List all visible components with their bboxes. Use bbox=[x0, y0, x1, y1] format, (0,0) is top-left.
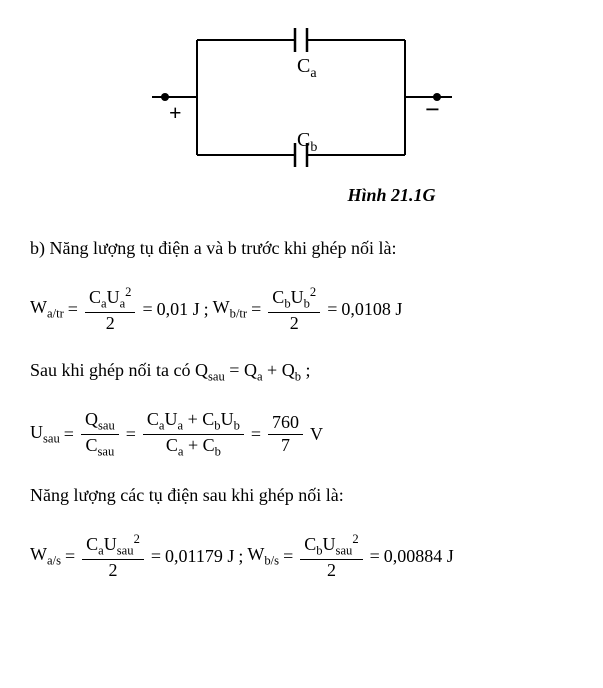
w-a-s: Wa/s bbox=[30, 544, 61, 569]
val-wb-tr: 0,0108 J bbox=[341, 299, 402, 320]
val-wa-s: 0,01179 J bbox=[165, 546, 234, 567]
frac-760-7: 760 7 bbox=[268, 412, 303, 456]
plus-terminal: + bbox=[169, 100, 182, 125]
w-b-s: Wb/s bbox=[247, 544, 279, 569]
para-after-connect: Sau khi ghép nối ta có Qsau = Qa + Qb ; bbox=[30, 356, 573, 387]
circuit-svg: Ca Cb + − bbox=[147, 20, 457, 175]
val-wb-s: 0,00884 J bbox=[384, 546, 454, 567]
frac-expanded: CaUa + CbUb Ca + Cb bbox=[143, 409, 244, 459]
equation-energy-after: Wa/s = CaUsau2 2 = 0,01179 J; Wb/s = CbU… bbox=[30, 532, 573, 581]
part-b-intro: b) Năng lượng tụ điện a và b trước khi g… bbox=[30, 234, 573, 263]
frac-ca-ua2-2: CaUa2 2 bbox=[85, 285, 136, 334]
equation-u-sau: Usau = Qsau Csau = CaUa + CbUb Ca + Cb =… bbox=[30, 409, 573, 459]
minus-terminal: − bbox=[425, 95, 440, 124]
frac-cb-ub2-2: CbUb2 2 bbox=[268, 285, 320, 334]
w-a-tr: Wa/tr bbox=[30, 297, 64, 322]
cap-a-label: Ca bbox=[297, 55, 317, 81]
circuit-diagram: Ca Cb + − bbox=[30, 20, 573, 175]
val-wa-tr: 0,01 J bbox=[157, 299, 200, 320]
unit-v: V bbox=[310, 424, 323, 445]
equation-energy-before: Wa/tr = CaUa2 2 = 0,01 J; Wb/tr = CbUb2 … bbox=[30, 285, 573, 334]
frac-ca-usau2-2: CaUsau2 2 bbox=[82, 532, 144, 581]
para-energy-after: Năng lượng các tụ điện sau khi ghép nối … bbox=[30, 481, 573, 510]
figure-caption: Hình 21.1G bbox=[30, 185, 573, 206]
frac-qsau-csau: Qsau Csau bbox=[81, 409, 119, 459]
w-b-tr: Wb/tr bbox=[213, 297, 248, 322]
u-sau: Usau bbox=[30, 422, 60, 447]
frac-cb-usau2-2: CbUsau2 2 bbox=[300, 532, 362, 581]
